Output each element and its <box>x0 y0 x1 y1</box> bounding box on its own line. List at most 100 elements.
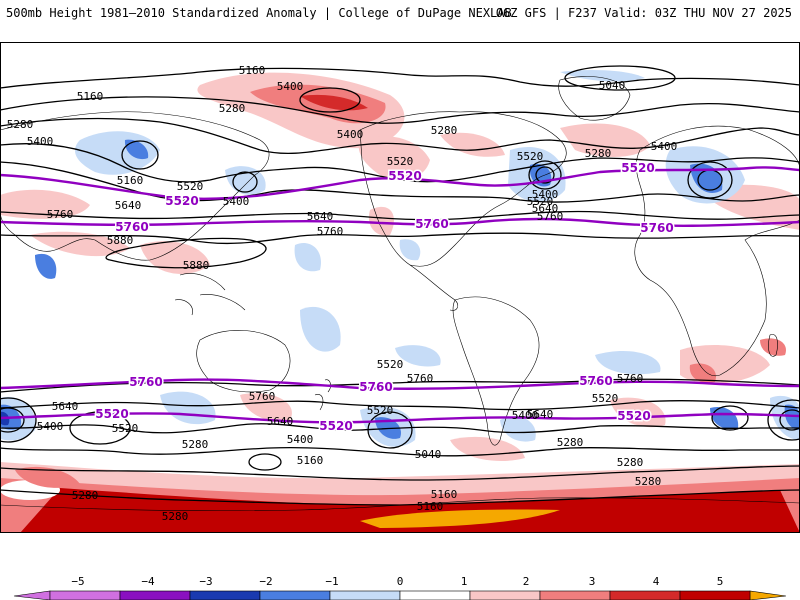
contour-label: 5400 <box>37 420 64 433</box>
map-title: 500mb Height 1981–2010 Standardized Anom… <box>6 6 512 20</box>
greenland-outline <box>558 76 631 121</box>
contour-label: 5280 <box>431 124 458 137</box>
highlight-contour-5520-north <box>0 166 800 200</box>
contour-label: 5280 <box>635 475 662 488</box>
contour-label: 5640 <box>527 408 554 421</box>
anomaly-area-pos5-south <box>360 509 560 528</box>
contour-label: 5280 <box>72 489 99 502</box>
highlight-contour-5760-south <box>0 378 800 391</box>
highlight-contour-5760-north <box>0 217 800 227</box>
highlight-contour-label: 5760 <box>640 221 673 235</box>
contour-closed-low <box>767 399 800 441</box>
anomaly-area-neg1-mexico <box>399 239 421 261</box>
colorbar-segment <box>469 590 541 600</box>
contour-label: 5520 <box>112 422 139 435</box>
contour-label: 5280 <box>162 510 189 523</box>
australia-outline <box>196 330 291 393</box>
contour-closed-low <box>528 160 562 190</box>
contour-label: 5880 <box>183 259 210 272</box>
contour-label: 5520 <box>387 155 414 168</box>
anomaly-area-pos1-spac <box>240 393 292 422</box>
anomaly-area-pos2-safrica <box>689 363 716 383</box>
anomaly-area-pos1-westasia <box>0 189 90 219</box>
contour-label: 5400 <box>27 135 54 148</box>
highlight-contour-label: 5760 <box>415 217 448 231</box>
contour-line <box>0 400 800 411</box>
contour-closed-high <box>299 87 361 113</box>
contour-label: 5280 <box>7 118 34 131</box>
anomaly-area-neg1-satlantic <box>595 351 661 375</box>
colorbar-segment <box>49 590 121 600</box>
asia-outline <box>0 111 270 261</box>
anomaly-area-neg1-spacific <box>300 306 341 352</box>
contour-label: 5520 <box>367 404 394 417</box>
contour-label: 5880 <box>107 234 134 247</box>
contour-closed-low <box>232 171 258 193</box>
colorbar-tick-label: −4 <box>141 575 155 588</box>
contour-line <box>0 67 800 89</box>
contour-label: 5520 <box>592 392 619 405</box>
anomaly-area-neg1-pacific <box>294 242 321 272</box>
highlight-contour-label: 5520 <box>388 169 421 183</box>
contour-line <box>0 117 800 155</box>
contour-line <box>0 232 800 245</box>
model-run-info: 06Z GFS | F237 Valid: 03Z THU NOV 27 202… <box>495 6 792 20</box>
colorbar-tick-label: 3 <box>588 575 596 588</box>
anomaly-area-pos1-india <box>140 241 210 274</box>
contour-label: 5280 <box>182 438 209 451</box>
highlight-contour-label: 5760 <box>359 380 392 394</box>
contour-label: 5640 <box>52 400 79 413</box>
colorbar-segments <box>49 590 751 600</box>
contour-closed-low <box>0 407 25 433</box>
highlight-contour-label: 5520 <box>165 194 198 208</box>
contour-label: 5400 <box>223 195 250 208</box>
contour-closed-low <box>779 409 800 431</box>
contour-label: 5160 <box>417 500 444 513</box>
colorbar-tick-label: 0 <box>396 575 404 588</box>
contour-label: 5280 <box>585 147 612 160</box>
highlight-contour-label: 5520 <box>95 407 128 421</box>
colorbar-segment <box>329 590 401 600</box>
madagascar-outline <box>768 334 778 357</box>
anomaly-area-pos4-south <box>20 488 800 533</box>
contour-label: 5040 <box>599 79 626 92</box>
contour-label: 5280 <box>219 102 246 115</box>
contour-label: 5160 <box>117 174 144 187</box>
highlight-contours <box>0 166 800 424</box>
anomaly-area-neg1-drake <box>500 416 536 442</box>
contour-label: 5760 <box>537 210 564 223</box>
contour-line <box>0 489 800 506</box>
contour-line <box>0 423 800 434</box>
highlight-contour-label: 5520 <box>617 409 650 423</box>
anomaly-area-pos1-sindian <box>610 397 666 428</box>
highlight-contour-label: 5520 <box>621 161 654 175</box>
colorbar-tick-label: 4 <box>652 575 660 588</box>
contour-closed-low <box>69 411 131 445</box>
contour-label: 5160 <box>77 90 104 103</box>
contour-closed-low <box>687 161 733 199</box>
contour-label: 5400 <box>532 188 559 201</box>
colorbar-tick-label: 1 <box>460 575 468 588</box>
anomaly-area-pos1-uswest <box>368 206 394 236</box>
anomaly-area-neg1-arctic <box>560 70 645 82</box>
colorbar-tick-label: 5 <box>716 575 724 588</box>
anomaly-area-pos2-sw <box>15 466 80 488</box>
contour-label: 5520 <box>177 180 204 193</box>
contour-label: 5640 <box>267 415 294 428</box>
contour-label: 5760 <box>617 372 644 385</box>
colorbar <box>13 590 787 600</box>
contour-label: 5160 <box>239 64 266 77</box>
contour-label: 5640 <box>532 202 559 215</box>
highlight-contour-5520-south <box>0 412 800 424</box>
anomaly-area-neg2-siberia <box>124 139 149 160</box>
europe-africa-outline <box>634 125 800 377</box>
anomaly-area-pos1-arabia <box>30 231 130 257</box>
contour-label: 5760 <box>317 225 344 238</box>
contour-closed-low <box>248 453 282 471</box>
maritime-asia-outline <box>174 273 246 316</box>
contour-label: 5520 <box>517 150 544 163</box>
contour-label: 5400 <box>277 80 304 93</box>
contour-label: 5400 <box>651 140 678 153</box>
colorbar-tick-label: −3 <box>199 575 213 588</box>
